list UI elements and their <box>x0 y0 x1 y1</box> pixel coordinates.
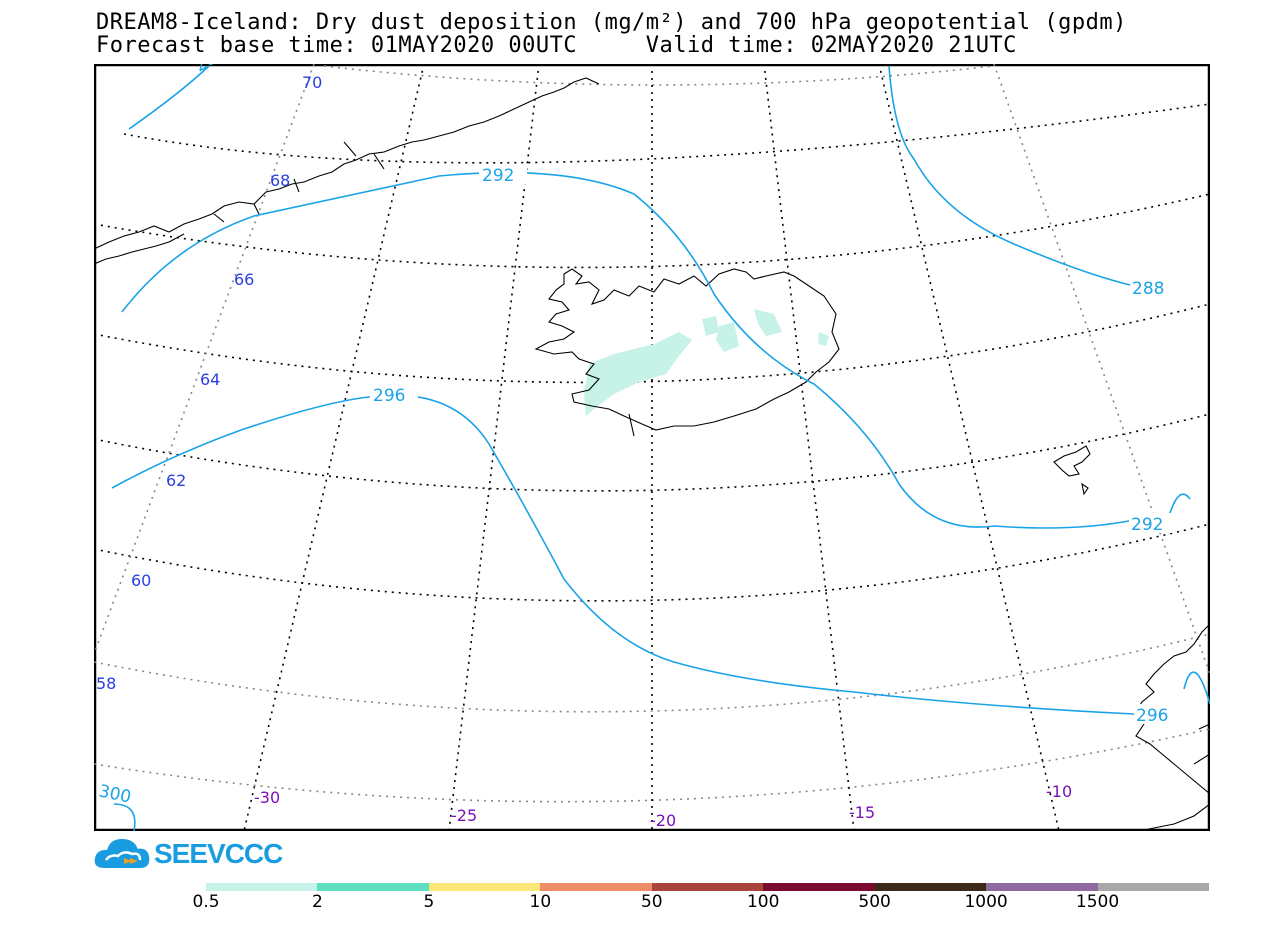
seevccc-logo: SEEVCCC <box>94 834 304 874</box>
legend-label: 2 <box>312 892 323 912</box>
legend-swatch <box>763 883 875 891</box>
lat-label-70: 70 <box>302 73 322 92</box>
lon-label-15: -15 <box>849 803 875 822</box>
contour-296-east <box>1183 671 1210 705</box>
lat-line-58 <box>94 728 1210 803</box>
lat-line-68 <box>94 193 1210 269</box>
lat-label-62: 62 <box>166 471 186 490</box>
legend-colorbar <box>206 883 1209 891</box>
lon-line-5 <box>993 64 1210 675</box>
contour-300 <box>113 803 136 831</box>
legend-swatch <box>1097 883 1209 891</box>
lat-label-64: 64 <box>200 370 220 389</box>
map-subtitle-times: Forecast base time: 01MAY2020 00UTC Vali… <box>96 33 1017 58</box>
legend-swatch <box>206 883 318 891</box>
logo-text: SEEVCCC <box>154 838 283 869</box>
legend-label: 0.5 <box>192 892 220 912</box>
map-title: DREAM8-Iceland: Dry dust deposition (mg/… <box>96 10 1127 35</box>
contour-28 <box>128 65 210 130</box>
graticule <box>94 64 1210 831</box>
legend-label: 500 <box>858 892 891 912</box>
lat-line-72 <box>323 65 995 86</box>
lat-label-58: 58 <box>96 674 116 693</box>
lon-line-25 <box>448 64 540 831</box>
legend-label: 1500 <box>1075 892 1120 912</box>
legend-swatch <box>317 883 429 891</box>
contour-296 <box>111 394 1135 715</box>
geopotential-contours <box>111 65 1210 831</box>
lon-label-20: -20 <box>650 811 676 830</box>
lat-label-60: 60 <box>131 571 151 590</box>
contour-labels: 292 288 296 292 296 300 28 <box>97 64 1180 808</box>
greenland-coastline <box>94 77 600 265</box>
legend-swatch <box>428 883 541 891</box>
lon-line-30 <box>243 64 425 831</box>
longitude-labels: -30 -25 -20 -15 -10 <box>254 782 1072 830</box>
contour-label: 296 <box>373 386 405 406</box>
lon-line-10 <box>878 64 1060 831</box>
contour-label: 292 <box>482 166 514 186</box>
legend-swatch <box>986 883 1098 891</box>
dust-deposition-area <box>584 309 829 416</box>
contour-label: 296 <box>1136 706 1168 726</box>
legend-swatch <box>651 883 764 891</box>
contour-288 <box>888 65 1135 287</box>
lat-label-66: 66 <box>234 270 254 289</box>
contour-label: 288 <box>1132 279 1164 299</box>
latitude-labels: 70 68 66 64 62 60 58 <box>96 73 322 693</box>
lon-label-25: -25 <box>451 806 477 825</box>
legend-label: 5 <box>423 892 435 912</box>
forecast-map: 292 288 296 292 296 300 28 70 68 66 64 6… <box>94 64 1210 831</box>
cloud-icon <box>94 838 150 868</box>
lon-label-10: -10 <box>1046 782 1072 801</box>
coastlines <box>94 77 1210 831</box>
scotland-coastline <box>1133 623 1210 831</box>
contour-292-north <box>121 171 1135 529</box>
iceland-coastline <box>534 268 840 431</box>
legend-swatch <box>540 883 652 891</box>
faroe-islands-coastline <box>1053 445 1091 496</box>
legend-label: 1000 <box>964 892 1008 912</box>
lat-label-68: 68 <box>270 171 290 190</box>
legend-label: 50 <box>640 892 663 912</box>
lon-label-30: -30 <box>254 788 280 807</box>
contour-label: 292 <box>1131 515 1163 535</box>
contour-292-southeast <box>1168 493 1191 517</box>
legend-label: 10 <box>529 892 552 912</box>
legend-swatch <box>874 883 987 891</box>
legend-label: 100 <box>746 892 780 912</box>
lon-line-15 <box>763 64 855 831</box>
